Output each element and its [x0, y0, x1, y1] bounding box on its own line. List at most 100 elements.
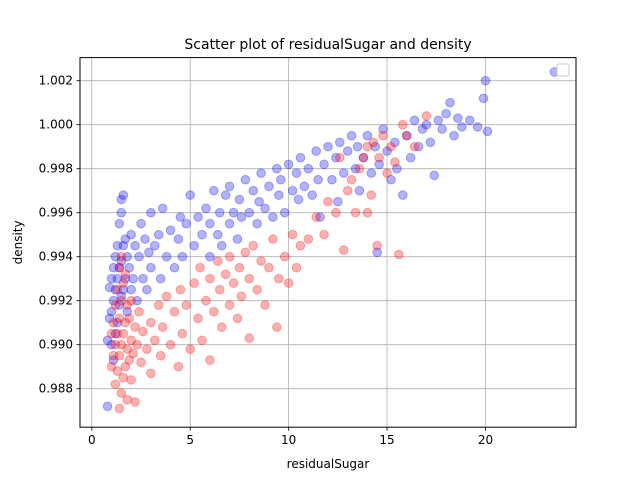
scatter-point: [161, 251, 172, 262]
scatter-point: [335, 152, 345, 163]
y-tick-label: 0.998: [39, 162, 73, 176]
scatter-point: [220, 269, 231, 280]
scatter-point: [362, 141, 373, 152]
scatter-point: [110, 284, 121, 295]
scatter-point: [126, 295, 136, 306]
plot-frame: [79, 57, 577, 428]
scatter-point: [138, 326, 148, 337]
scatter-point: [112, 240, 123, 251]
scatter-point: [124, 262, 135, 273]
scatter-point: [224, 251, 235, 262]
scatter-point: [323, 196, 333, 207]
scatter-point: [214, 284, 225, 295]
scatter-point: [291, 262, 302, 273]
scatter-point: [106, 273, 117, 284]
scatter-point: [195, 262, 205, 273]
scatter-point: [433, 115, 444, 126]
scatter-point: [234, 194, 245, 205]
scatter-point: [425, 137, 436, 148]
y-tick-label: 0.992: [39, 294, 73, 308]
x-axis-label: residualSugar: [287, 457, 370, 471]
scatter-point: [220, 190, 231, 200]
scatter-point: [104, 282, 115, 293]
scatter-point: [138, 273, 148, 284]
scatter-point: [382, 146, 392, 156]
scatter-point: [209, 306, 219, 317]
scatter-point: [114, 300, 125, 310]
scatter-point: [397, 190, 408, 200]
scatter-point: [110, 339, 121, 350]
scatter-point: [352, 141, 363, 152]
scatter-point: [136, 218, 146, 229]
x-tick-label: 10: [281, 433, 296, 447]
scatter-point: [254, 196, 264, 207]
scatter-point: [108, 295, 119, 306]
scatter-point: [303, 163, 314, 174]
scatter-point: [114, 262, 125, 273]
scatter-point: [120, 269, 131, 280]
scatter-point: [354, 185, 365, 196]
scatter-point: [319, 229, 329, 240]
scatter-point: [108, 317, 119, 328]
scatter-point: [189, 240, 199, 251]
scatter-point: [224, 300, 235, 310]
scatter-point: [126, 375, 136, 385]
scatter-point: [106, 339, 117, 350]
scatter-point: [234, 262, 245, 273]
scatter-point: [366, 168, 377, 178]
scatter-point: [144, 247, 154, 258]
scatter-point: [209, 185, 219, 196]
scatter-point: [108, 262, 119, 273]
scatter-point: [181, 218, 192, 229]
scatter-point: [106, 328, 117, 339]
scatter-point: [122, 344, 133, 354]
scatter-point: [445, 97, 455, 108]
scatter-point: [392, 163, 402, 174]
scatter-point: [417, 124, 428, 134]
scatter-point: [130, 322, 140, 332]
scatter-point: [205, 355, 215, 365]
y-tick-label: 0.996: [39, 206, 73, 220]
scatter-point: [110, 251, 121, 262]
scatter-point: [350, 207, 361, 218]
scatter-point: [112, 328, 123, 339]
scatter-point: [307, 190, 318, 200]
scatter-point: [122, 300, 133, 310]
scatter-point: [118, 278, 129, 288]
x-tick-label: 20: [478, 433, 493, 447]
scatter-point: [224, 218, 235, 229]
scatter-point: [323, 141, 333, 152]
scatter-point: [116, 291, 127, 302]
scatter-point: [409, 141, 420, 152]
scatter-point: [372, 240, 383, 251]
scatter-point: [482, 126, 493, 137]
scatter-point: [453, 113, 463, 123]
scatter-point: [161, 291, 172, 302]
scatter-point: [374, 152, 384, 163]
scatter-point: [132, 339, 142, 350]
scatter-point: [333, 196, 343, 207]
scatter-point: [287, 185, 298, 196]
scatter-point: [146, 317, 156, 328]
scatter-point: [120, 317, 131, 328]
scatter-point: [449, 130, 459, 141]
grid-lines: [80, 57, 576, 428]
scatter-point: [193, 313, 203, 324]
scatter-point: [315, 212, 325, 222]
scatter-point: [311, 146, 321, 156]
scatter-point: [116, 339, 127, 350]
scatter-point: [120, 273, 131, 284]
scatter-point: [157, 203, 168, 214]
scatter-point: [382, 168, 392, 178]
scatter-point: [273, 273, 284, 284]
scatter-point: [212, 229, 223, 240]
scatter-point: [112, 366, 123, 376]
scatter-point: [244, 333, 255, 343]
scatter-point: [108, 350, 119, 361]
scatter-point: [287, 229, 298, 240]
scatter-point: [256, 168, 266, 178]
scatter-point: [279, 251, 290, 262]
x-tick-label: 0: [88, 433, 96, 447]
